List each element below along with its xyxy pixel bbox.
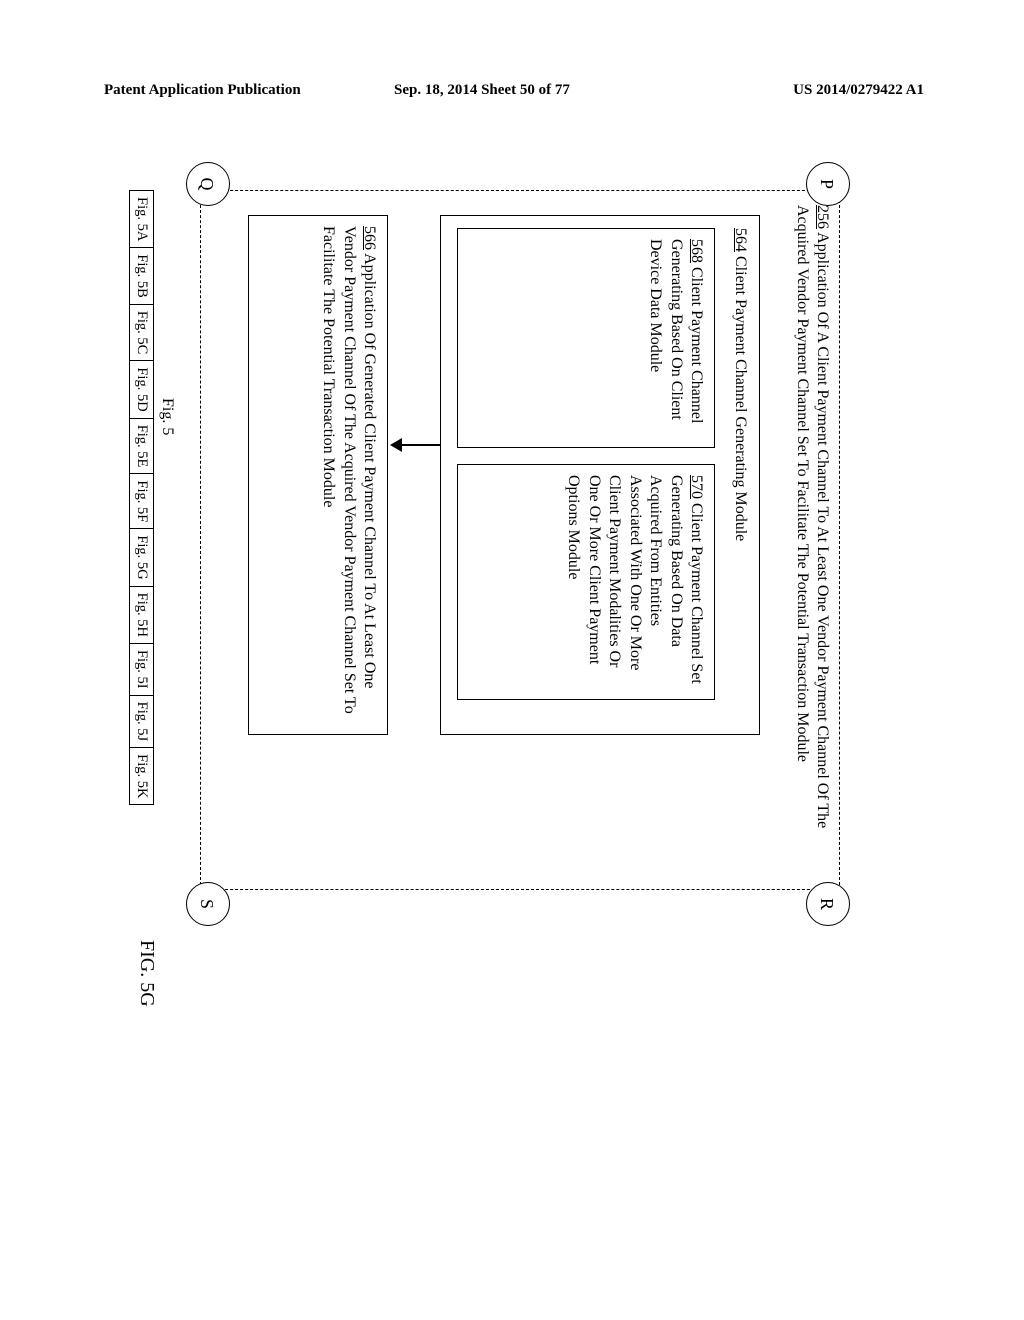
- figcell-5e: Fig. 5E: [130, 419, 153, 475]
- box-568: 568 Client Payment Channel Generating Ba…: [457, 228, 715, 448]
- box-570-text: Client Payment Channel Set Generating Ba…: [565, 475, 705, 684]
- figcell-5f: Fig. 5F: [130, 474, 153, 529]
- figcell-5g: Fig. 5G: [130, 529, 153, 586]
- figure-index-row: Fig. 5A Fig. 5B Fig. 5C Fig. 5D Fig. 5E …: [129, 190, 154, 805]
- figcell-5j: Fig. 5J: [130, 696, 153, 749]
- figcell-5a: Fig. 5A: [130, 191, 153, 248]
- box-566-text: Application Of Generated Client Payment …: [320, 226, 378, 714]
- arrowhead-icon: [390, 438, 402, 452]
- box-564-number: 564: [732, 228, 749, 252]
- module-256-number: 256: [814, 205, 831, 229]
- box-570-number: 570: [688, 475, 705, 499]
- module-256-title: 256 Application Of A Client Payment Chan…: [791, 205, 832, 865]
- diagram: 256 Application Of A Client Payment Chan…: [120, 150, 880, 1130]
- figcell-5b: Fig. 5B: [130, 248, 153, 305]
- header-right: US 2014/0279422 A1: [793, 82, 924, 99]
- fig5g-label: FIG. 5G: [135, 940, 158, 1007]
- module-256-text: Application Of A Client Payment Channel …: [794, 205, 831, 828]
- box-568-text: Client Payment Channel Generating Based …: [647, 239, 705, 423]
- box-566-number: 566: [361, 226, 378, 250]
- connector-p: P: [806, 162, 850, 206]
- fig5-label: Fig. 5: [158, 398, 176, 435]
- connector-r: R: [806, 882, 850, 926]
- connector-q: Q: [186, 162, 230, 206]
- box-564-text: Client Payment Channel Generating Module: [732, 252, 749, 541]
- figcell-5h: Fig. 5H: [130, 587, 153, 644]
- header-left: Patent Application Publication: [104, 82, 301, 99]
- arrow-564-to-566: [400, 444, 440, 446]
- page-header: Patent Application Publication Sep. 18, …: [104, 82, 924, 102]
- connector-s: S: [186, 882, 230, 926]
- header-mid: Sep. 18, 2014 Sheet 50 of 77: [394, 82, 570, 99]
- figcell-5d: Fig. 5D: [130, 361, 153, 418]
- figcell-5i: Fig. 5I: [130, 644, 153, 696]
- page: Patent Application Publication Sep. 18, …: [0, 0, 1024, 1320]
- box-570: 570 Client Payment Channel Set Generatin…: [457, 464, 715, 700]
- figcell-5c: Fig. 5C: [130, 305, 153, 362]
- figcell-5k: Fig. 5K: [130, 748, 153, 804]
- diagram-rotated: 256 Application Of A Client Payment Chan…: [120, 150, 880, 1130]
- box-564-title: 564 Client Payment Channel Generating Mo…: [731, 228, 749, 541]
- box-566: 566 Application Of Generated Client Paym…: [248, 215, 388, 735]
- box-568-number: 568: [688, 239, 705, 263]
- box-564: 564 Client Payment Channel Generating Mo…: [440, 215, 760, 735]
